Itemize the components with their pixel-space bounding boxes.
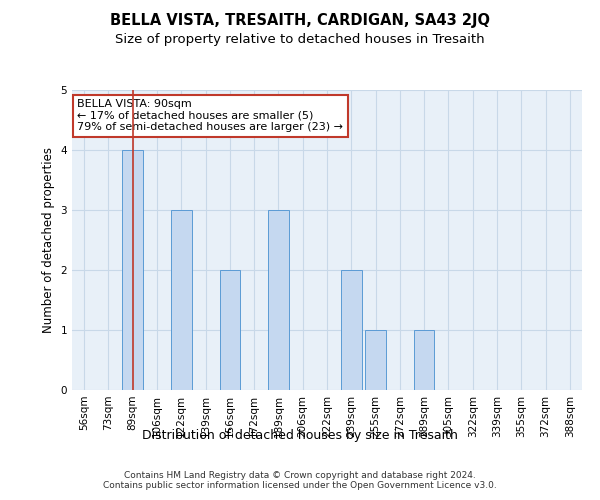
Bar (220, 270, 240, 390)
Y-axis label: Number of detached properties: Number of detached properties (42, 147, 55, 333)
Text: BELLA VISTA: 90sqm
← 17% of detached houses are smaller (5)
79% of semi-detached: BELLA VISTA: 90sqm ← 17% of detached hou… (77, 99, 343, 132)
Bar (171, 210, 191, 390)
Bar (341, 270, 362, 390)
Bar (365, 330, 386, 390)
Text: Contains HM Land Registry data © Crown copyright and database right 2024.
Contai: Contains HM Land Registry data © Crown c… (103, 470, 497, 490)
Text: Size of property relative to detached houses in Tresaith: Size of property relative to detached ho… (115, 32, 485, 46)
Bar (414, 330, 434, 390)
Bar (122, 150, 143, 390)
Bar (268, 210, 289, 390)
Text: Distribution of detached houses by size in Tresaith: Distribution of detached houses by size … (142, 428, 458, 442)
Text: BELLA VISTA, TRESAITH, CARDIGAN, SA43 2JQ: BELLA VISTA, TRESAITH, CARDIGAN, SA43 2J… (110, 12, 490, 28)
